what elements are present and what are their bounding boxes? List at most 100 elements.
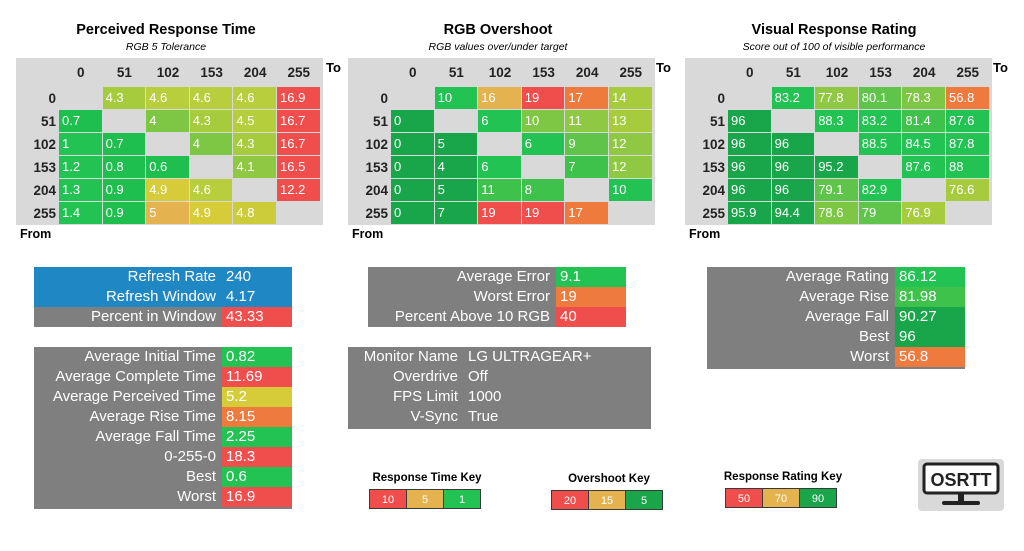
- column-header: 102: [156, 65, 180, 80]
- heatmap-cell: 6: [521, 133, 565, 155]
- response-time-key: Response Time Key 10 5 1: [367, 472, 487, 512]
- row-header: 102: [33, 137, 56, 152]
- stat-label: V-Sync: [410, 408, 458, 425]
- column-header: 0: [77, 65, 85, 80]
- heatmap-cell: 10: [609, 179, 652, 201]
- stat-value: 81.98: [895, 287, 965, 307]
- stat-row: Percent Above 10 RGB 40: [368, 307, 626, 327]
- stat-row: V-Sync True: [348, 407, 651, 427]
- heatmap-cell: 87.8: [946, 133, 989, 155]
- heatmap-cell: 0: [391, 202, 434, 224]
- stat-label: Monitor Name: [363, 348, 458, 365]
- row-header: 0: [48, 91, 56, 106]
- heatmap-cell: 1: [59, 133, 102, 155]
- heatmap-cell: 80.1: [858, 87, 902, 109]
- heatmap-cell: [478, 133, 521, 155]
- heatmap-cell: 1.3: [59, 179, 102, 201]
- stat-value: 86.12: [895, 267, 965, 287]
- heatmap-cell: 4.3: [189, 110, 233, 132]
- heatmap-cell: 4.6: [146, 87, 189, 109]
- heatmap-cell: 12.2: [277, 179, 320, 201]
- stat-value: LG ULTRAGEAR+: [468, 348, 592, 365]
- stat-value: 240: [222, 267, 292, 287]
- stat-label: Average Rise Time: [89, 408, 216, 425]
- stat-value: 96: [895, 327, 965, 347]
- stat-row: Average Initial Time 0.82: [34, 347, 292, 367]
- heatmap-cell: 96: [728, 156, 771, 178]
- heatmap-cell: 0: [391, 110, 434, 132]
- stat-row: Average Perceived Time 5.2: [34, 387, 292, 407]
- heatmap-cell: 76.6: [946, 179, 989, 201]
- heatmap-cell: 79.1: [815, 179, 858, 201]
- heatmap-cell: 1.2: [59, 156, 102, 178]
- monitor-info-panel: Monitor Name LG ULTRAGEAR+ Overdrive Off FPS…: [348, 347, 651, 429]
- from-label-1: From: [20, 227, 52, 241]
- stat-value: Off: [468, 368, 488, 385]
- heatmap-cell: 88.3: [815, 110, 858, 132]
- column-header: 204: [243, 65, 267, 80]
- heatmap-cell: 78.6: [815, 202, 858, 224]
- heatmap-cell: 10: [434, 87, 478, 109]
- stat-row: Average Rise 81.98: [707, 287, 965, 307]
- row-header: 153: [702, 160, 725, 175]
- response-rating-key: Response Rating Key 50 70 90: [723, 471, 843, 511]
- heatmap-cell: [233, 179, 276, 201]
- heatmap-cell: [815, 133, 858, 155]
- heatmap-cell: [146, 133, 189, 155]
- heatmap-cell: 4.9: [146, 179, 189, 201]
- stat-row: Overdrive Off: [348, 367, 651, 387]
- stat-label: Best: [185, 468, 216, 485]
- heatmap-cell: 19: [478, 202, 521, 224]
- stat-value: 90.27: [895, 307, 965, 327]
- heatmap-cell: 78.3: [902, 87, 945, 109]
- row-header: 0: [380, 91, 388, 106]
- heatmap-cell: 95.2: [815, 156, 858, 178]
- stat-value: 16.9: [222, 487, 292, 507]
- heatmap-cell: 96: [728, 133, 771, 155]
- heatmap-cell: 0.9: [102, 179, 146, 201]
- row-header: 204: [365, 183, 388, 198]
- stat-value: 1000: [468, 388, 502, 405]
- heatmap-cell: 7: [434, 202, 478, 224]
- to-label-2: To: [656, 60, 671, 75]
- heatmap-cell: 0.9: [102, 202, 146, 224]
- heatmap-cell: 87.6: [902, 156, 945, 178]
- column-header: 102: [488, 65, 512, 80]
- heatmap-cell: [521, 156, 565, 178]
- key-swatch: 5: [625, 490, 663, 510]
- heatmap-cell: 4.8: [233, 202, 276, 224]
- stat-row: Average Rise Time 8.15: [34, 407, 292, 427]
- heatmap-cell: 82.9: [858, 179, 902, 201]
- stat-label: Average Error: [456, 268, 550, 285]
- stat-value: 0.6: [222, 467, 292, 487]
- stat-label: Worst: [177, 488, 216, 505]
- heatmap-title-2: RGB Overshoot: [443, 22, 553, 38]
- heatmap-cell: 8: [521, 179, 565, 201]
- stat-label: Average Rise: [799, 288, 889, 305]
- stat-label: Best: [858, 328, 889, 345]
- stat-row: Worst Error 19: [368, 287, 626, 307]
- stat-row: Percent in Window 43.33: [34, 307, 292, 327]
- heatmap-visual-response-rating: 0 51 102 153 204 255 0 83.2 77.8 80.1 78.3 56.8 51 96…: [685, 58, 992, 225]
- column-header: 153: [532, 65, 555, 80]
- row-header: 51: [372, 114, 388, 129]
- heatmap-cell: 19: [521, 87, 565, 109]
- stat-label: Average Perceived Time: [52, 388, 216, 405]
- row-header: 204: [33, 183, 56, 198]
- heatmap-cell: 7: [565, 156, 608, 178]
- stat-label: Average Fall Time: [95, 428, 216, 445]
- column-header: 255: [287, 65, 311, 80]
- heatmap-cell: 77.8: [815, 87, 858, 109]
- stat-row: 0-255-0 18.3: [34, 447, 292, 467]
- stat-row: Monitor Name LG ULTRAGEAR+: [348, 347, 651, 367]
- heatmap-cell: 5: [434, 133, 478, 155]
- key-swatch: 5: [406, 489, 444, 509]
- heatmap-cell: 96: [771, 179, 815, 201]
- from-label-3: From: [689, 227, 721, 241]
- heatmap-cell: [771, 110, 815, 132]
- heatmap-cell: 14: [609, 87, 652, 109]
- stat-label: Percent in Window: [90, 308, 216, 325]
- stat-value: 5.2: [222, 387, 292, 407]
- heatmap-cell: [391, 87, 434, 109]
- heatmap-cell: 88: [946, 156, 989, 178]
